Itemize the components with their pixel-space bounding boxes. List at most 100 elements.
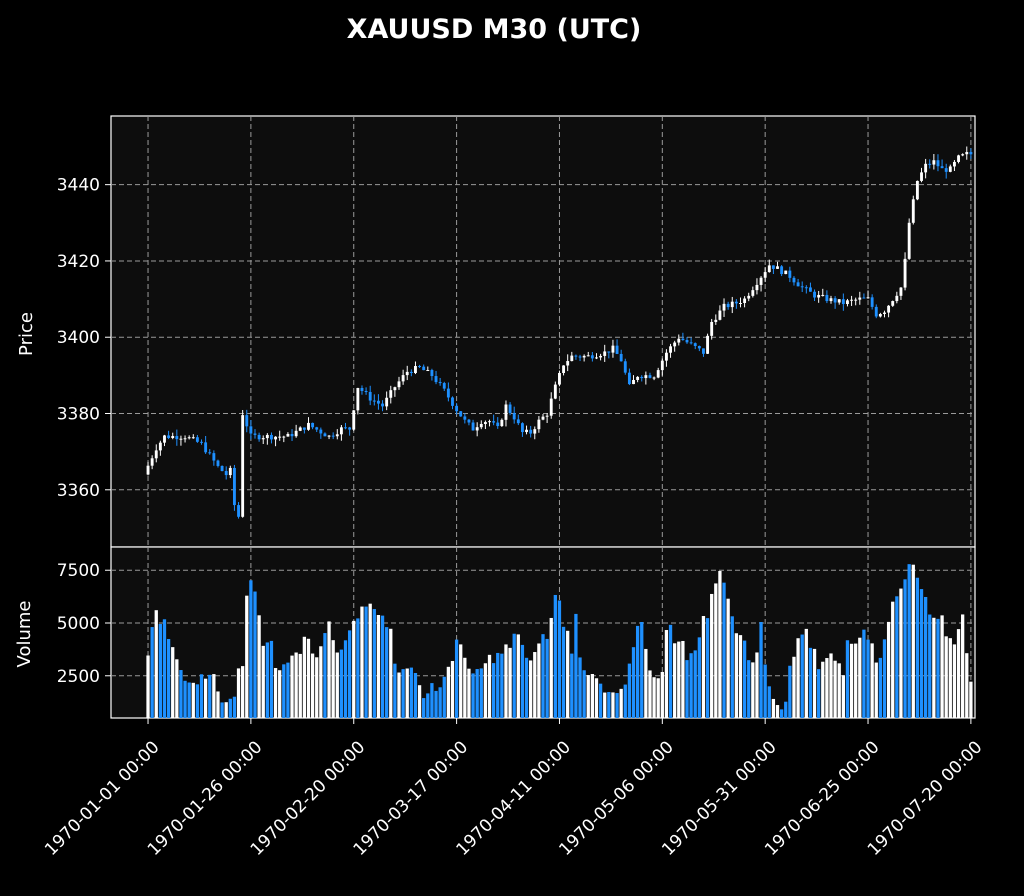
candle-body <box>237 505 240 517</box>
candle-body <box>607 351 611 353</box>
candle-body <box>228 467 232 476</box>
volume-bar <box>187 682 191 718</box>
candle-body <box>899 287 903 296</box>
candle-body <box>249 426 253 434</box>
volume-bar <box>273 668 278 718</box>
candle-body <box>599 355 603 358</box>
candle-body <box>903 258 907 288</box>
volume-bar <box>689 653 693 718</box>
volume-bar <box>175 659 179 718</box>
candle-body <box>615 345 619 354</box>
candle-body <box>154 450 158 459</box>
candle-body <box>808 287 812 292</box>
candle-body <box>335 434 339 437</box>
candle-body <box>590 355 594 359</box>
candle-body <box>195 437 199 442</box>
candle-body <box>257 434 261 440</box>
volume-bar <box>393 663 397 718</box>
candle-body <box>586 355 590 357</box>
volume-bar <box>656 678 660 718</box>
price-tick-label: 3440 <box>57 176 100 196</box>
volume-bar <box>578 657 582 718</box>
candle-body <box>245 415 249 427</box>
volume-bar <box>932 617 936 718</box>
candle-body <box>874 306 878 317</box>
volume-bar <box>895 596 899 718</box>
volume-bar <box>397 672 401 718</box>
volume-bar <box>849 643 854 718</box>
candle-body <box>488 421 491 423</box>
candle-body <box>360 388 364 391</box>
price-tick-label: 3420 <box>57 252 100 272</box>
candle-body <box>862 297 866 299</box>
volume-bar <box>685 660 689 718</box>
candle-body <box>150 458 154 466</box>
volume-bar <box>919 589 924 718</box>
candle-body <box>743 298 747 304</box>
volume-bar <box>343 640 348 718</box>
volume-bar <box>195 684 200 718</box>
volume-bar <box>767 686 771 718</box>
candle-body <box>636 376 640 380</box>
candle-body <box>492 421 496 423</box>
candle-body <box>471 422 475 431</box>
volume-bar <box>459 644 463 718</box>
volume-bar <box>335 652 339 718</box>
candle-body <box>796 282 800 287</box>
volume-bar <box>738 635 743 718</box>
candle-body <box>294 430 298 437</box>
volume-bar <box>627 663 632 718</box>
volume-bar <box>611 692 615 718</box>
volume-bar <box>491 663 496 718</box>
volume-bar <box>804 628 808 718</box>
candle-body <box>311 422 315 428</box>
volume-bar <box>302 636 307 718</box>
candle-body <box>681 338 685 341</box>
candle-body <box>216 460 220 466</box>
candle-body <box>418 366 422 368</box>
volume-bar <box>594 678 599 718</box>
volume-bar <box>191 682 195 718</box>
candle-body <box>957 155 960 162</box>
volume-bar <box>463 657 467 718</box>
volume-bar <box>360 606 364 718</box>
candle-body <box>739 303 742 305</box>
candle-body <box>200 441 203 443</box>
volume-bar <box>253 591 257 718</box>
volume-bar <box>422 698 426 718</box>
volume-bar <box>911 564 915 718</box>
candle-body <box>895 295 899 302</box>
volume-bars <box>146 564 973 718</box>
volume-bar <box>356 618 360 718</box>
candle-body <box>578 356 582 358</box>
candle-body <box>825 294 829 302</box>
volume-bar <box>269 640 274 718</box>
candle-body <box>446 388 450 398</box>
volume-bar <box>524 657 529 718</box>
candle-body <box>520 423 524 433</box>
candle-body <box>455 405 459 412</box>
volume-bar <box>751 662 755 718</box>
candle-body <box>163 435 166 443</box>
candle-body <box>673 342 677 347</box>
candle-body <box>451 397 454 406</box>
volume-bar <box>792 656 796 718</box>
candle-body <box>706 335 710 354</box>
volume-bar <box>952 644 957 718</box>
volume-bar <box>722 582 726 718</box>
candle-body <box>352 410 356 430</box>
candle-body <box>282 436 286 438</box>
candle-body <box>401 375 405 382</box>
candle-body <box>508 404 512 413</box>
volume-bar <box>701 616 706 718</box>
volume-bar <box>241 666 245 718</box>
volume-bar <box>915 577 920 718</box>
volume-bar <box>347 630 352 718</box>
candle-body <box>179 438 183 440</box>
candle-body <box>566 361 570 366</box>
volume-bar <box>553 594 557 718</box>
candle-body <box>208 452 212 454</box>
candle-body <box>191 437 195 439</box>
candle-body <box>915 180 919 200</box>
volume-bar <box>854 643 858 718</box>
